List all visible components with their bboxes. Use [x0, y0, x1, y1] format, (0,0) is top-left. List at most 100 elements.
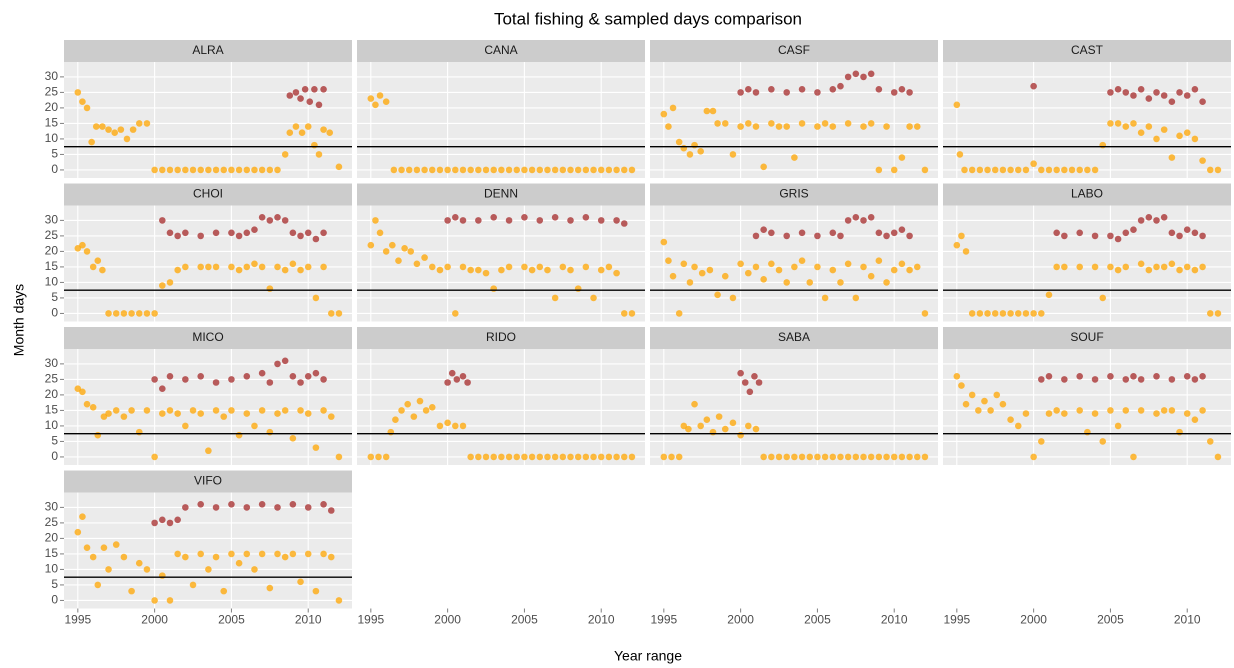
point [551, 294, 559, 302]
point [1183, 372, 1191, 380]
y-tick-label: 25 [45, 228, 59, 242]
point [159, 385, 166, 393]
point [159, 410, 166, 417]
point [286, 129, 294, 137]
point [984, 310, 991, 317]
point [74, 528, 82, 536]
y-tick-label: 20 [45, 387, 59, 401]
point [1107, 263, 1114, 271]
point [1176, 132, 1183, 140]
point [266, 584, 274, 592]
y-tick-label: 15 [45, 116, 59, 130]
point [281, 151, 289, 158]
point [1107, 407, 1114, 414]
point [120, 310, 128, 317]
point [228, 166, 235, 174]
point [906, 232, 913, 240]
point [197, 500, 205, 508]
point [536, 217, 544, 224]
point [197, 372, 205, 380]
y-tick-label: 0 [51, 162, 58, 176]
y-tick-label: 30 [45, 69, 59, 83]
strip [943, 327, 1231, 349]
point [890, 166, 898, 174]
point [166, 229, 174, 237]
panel-background [943, 62, 1231, 178]
point [281, 553, 289, 561]
point [243, 229, 251, 237]
point [1168, 154, 1176, 161]
y-tick-label: 0 [51, 306, 58, 320]
point [1038, 166, 1045, 174]
point [382, 98, 390, 106]
panel-background [357, 62, 645, 178]
point [567, 453, 574, 461]
point [867, 453, 875, 461]
point [467, 453, 474, 461]
point [304, 372, 312, 380]
point [166, 597, 174, 604]
point [1206, 438, 1214, 445]
point [452, 422, 459, 430]
point [993, 391, 1001, 399]
strip [64, 183, 352, 206]
point [975, 407, 982, 414]
point [135, 310, 143, 317]
point [680, 260, 688, 268]
point [401, 245, 408, 252]
point [1022, 410, 1030, 417]
point [536, 166, 544, 174]
point [745, 269, 752, 277]
strip [650, 327, 938, 349]
point [1137, 260, 1145, 268]
point [1191, 229, 1199, 237]
point [768, 120, 775, 127]
point [574, 166, 582, 174]
point [559, 453, 567, 461]
point [129, 126, 137, 133]
point [544, 166, 551, 174]
point [528, 453, 536, 461]
point [521, 166, 528, 174]
point [760, 453, 767, 461]
point [389, 241, 396, 249]
point [913, 263, 921, 271]
point [590, 166, 597, 174]
point [852, 294, 860, 302]
point [821, 120, 829, 127]
point [367, 453, 375, 461]
point [953, 241, 961, 249]
point [320, 126, 327, 133]
y-tick-label: 5 [51, 290, 58, 304]
point [844, 73, 852, 81]
point [1091, 232, 1099, 240]
point [289, 435, 297, 442]
y-tick-label: 25 [45, 515, 59, 529]
point [860, 453, 867, 461]
strip-label: VIFO [194, 474, 222, 488]
point [597, 217, 605, 224]
point [703, 107, 711, 115]
point [760, 163, 767, 171]
point [166, 166, 174, 174]
point [387, 428, 395, 436]
point [821, 453, 829, 461]
point [1183, 92, 1191, 99]
point [197, 263, 205, 271]
y-tick-label: 20 [45, 244, 59, 258]
point [89, 553, 97, 561]
point [1122, 89, 1130, 96]
point [382, 248, 390, 255]
point [1091, 376, 1099, 383]
point [1053, 229, 1060, 237]
point [159, 217, 166, 224]
point [1107, 232, 1114, 240]
point [212, 166, 220, 174]
point [467, 166, 474, 174]
point [791, 263, 798, 271]
y-tick-label: 15 [45, 259, 59, 273]
point [274, 504, 281, 511]
point [444, 263, 451, 271]
strip-label: CASF [778, 43, 810, 57]
point [482, 453, 490, 461]
